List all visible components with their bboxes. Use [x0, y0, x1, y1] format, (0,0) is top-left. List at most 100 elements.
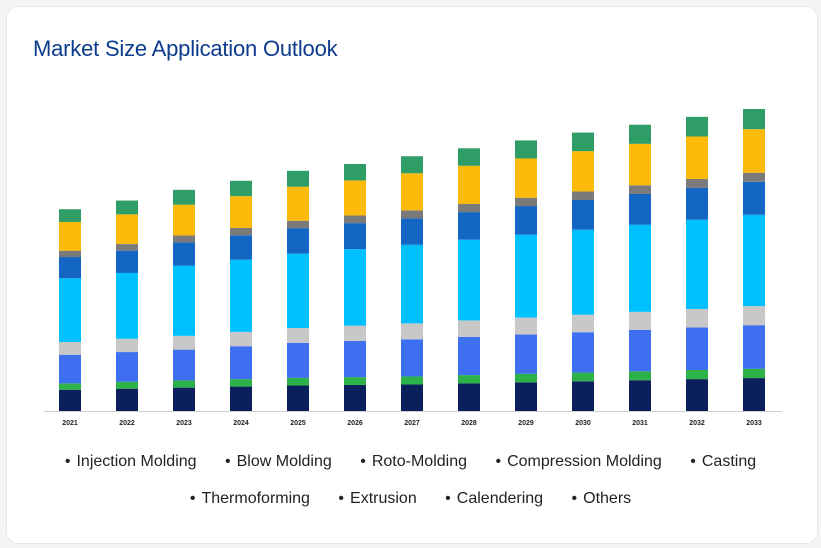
bar-segment-casting-2025 [287, 253, 309, 328]
bar-segment-extrusion-2026 [344, 215, 366, 224]
bar-segment-extrusion-2023 [173, 235, 195, 243]
bar-segment-thermoforming-2025 [287, 228, 309, 254]
x-tick-label: 2030 [575, 420, 591, 427]
legend-label: Blow Molding [236, 453, 332, 470]
legend-bullet: • [690, 453, 696, 470]
legend-bullet: • [338, 490, 345, 507]
bar-segment-injection-molding-2025 [287, 385, 309, 411]
bar-segment-others-2023 [173, 189, 195, 205]
bar-segment-blow-molding-2024 [230, 379, 252, 387]
bar-stack-2022 [116, 200, 138, 411]
bar-stack-2028 [458, 148, 480, 411]
bar-stack-2030 [572, 132, 594, 411]
bar-segment-roto-molding-2031 [629, 329, 651, 372]
legend-label: Compression Molding [507, 453, 662, 470]
bar-stack-2029 [515, 140, 537, 411]
bar-segment-injection-molding-2022 [116, 388, 138, 411]
bar-segment-thermoforming-2022 [116, 250, 138, 273]
bar-segment-casting-2023 [173, 265, 195, 336]
legend-label: Roto-Molding [371, 453, 467, 470]
bar-segment-injection-molding-2030 [572, 381, 594, 411]
bar-segment-calendering-2026 [344, 180, 366, 216]
bar-segment-calendering-2027 [401, 173, 423, 211]
x-tick-label: 2033 [746, 420, 762, 427]
bar-segment-thermoforming-2026 [344, 223, 366, 250]
bar-segment-thermoforming-2031 [629, 193, 651, 225]
legend-row-1: • Injection Molding • Blow Molding • Roto-M… [0, 453, 821, 471]
bar-segment-blow-molding-2031 [629, 371, 651, 381]
x-tick-label: 2027 [404, 420, 420, 427]
x-tick-label: 2028 [461, 420, 477, 427]
x-tick-label: 2021 [62, 420, 78, 427]
bar-segment-calendering-2029 [515, 158, 537, 198]
legend-item-compression-molding: • Compression Molding [495, 453, 661, 471]
bar-segment-compression-molding-2022 [116, 338, 138, 353]
bar-segment-blow-molding-2029 [515, 373, 537, 383]
bar-segment-calendering-2028 [458, 165, 480, 205]
bar-segment-injection-molding-2029 [515, 382, 537, 411]
bar-segment-others-2029 [515, 140, 537, 159]
x-tick-labels: 2021 2022 2023 2024 2025 2026 2027 2028 2029 2030… [62, 420, 762, 427]
legend-item-casting: • Casting [690, 453, 756, 471]
legend-item-thermoforming: • Thermoforming [190, 490, 310, 508]
bar-segment-calendering-2022 [116, 214, 138, 245]
bar-segment-extrusion-2029 [515, 197, 537, 207]
bar-segment-extrusion-2032 [686, 178, 708, 188]
bar-stack-2031 [629, 124, 651, 411]
bar-segment-others-2028 [458, 148, 480, 166]
bar-segment-extrusion-2028 [458, 204, 480, 213]
bar-segment-thermoforming-2029 [515, 206, 537, 235]
bar-segment-compression-molding-2024 [230, 331, 252, 347]
bar-segment-calendering-2021 [59, 221, 81, 251]
bar-segment-injection-molding-2023 [173, 387, 195, 411]
bar-segment-others-2027 [401, 156, 423, 174]
bar-segment-others-2021 [59, 209, 81, 222]
legend-bullet: • [360, 453, 366, 470]
bar-segment-compression-molding-2028 [458, 320, 480, 337]
bar-segment-casting-2028 [458, 239, 480, 321]
bar-segment-extrusion-2024 [230, 228, 252, 236]
bar-segment-compression-molding-2026 [344, 325, 366, 342]
bar-segment-extrusion-2021 [59, 250, 81, 258]
legend-item-roto-molding: • Roto-Molding [360, 453, 467, 471]
legend-item-calendering: • Calendering [445, 490, 543, 508]
bar-segment-casting-2031 [629, 224, 651, 312]
legend-bullet: • [189, 490, 196, 507]
bar-segment-extrusion-2033 [743, 172, 765, 182]
bar-segment-compression-molding-2021 [59, 341, 81, 355]
bar-segment-thermoforming-2033 [743, 181, 765, 215]
bar-stack-2032 [686, 116, 708, 411]
bar-segment-casting-2024 [230, 259, 252, 332]
bar-segment-roto-molding-2025 [287, 342, 309, 378]
bar-segment-blow-molding-2033 [743, 368, 765, 379]
bar-stack-2021 [59, 209, 81, 411]
bar-segment-roto-molding-2028 [458, 336, 480, 376]
bar-segment-roto-molding-2030 [572, 332, 594, 373]
x-tick-label: 2024 [233, 420, 249, 427]
bar-segment-compression-molding-2029 [515, 317, 537, 335]
bar-segment-thermoforming-2021 [59, 257, 81, 279]
bar-segment-calendering-2030 [572, 151, 594, 192]
bar-segment-casting-2033 [743, 214, 765, 307]
bar-segment-thermoforming-2027 [401, 218, 423, 245]
bar-segment-injection-molding-2028 [458, 383, 480, 411]
legend-label: Calendering [456, 490, 544, 507]
x-tick-label: 2022 [119, 420, 135, 427]
legend-bullet: • [64, 453, 71, 470]
bar-segment-casting-2021 [59, 278, 81, 342]
bar-segment-casting-2027 [401, 244, 423, 324]
bar-segment-roto-molding-2032 [686, 327, 708, 371]
legend-bullet: • [495, 453, 502, 470]
bar-segment-roto-molding-2021 [59, 354, 81, 384]
legend-item-blow-molding: • Blow Molding [225, 453, 332, 471]
bar-segment-blow-molding-2028 [458, 375, 480, 384]
legend-item-injection-molding: • Injection Molding [65, 453, 197, 471]
bar-stack-2027 [401, 156, 423, 411]
bar-segment-blow-molding-2030 [572, 372, 594, 382]
bar-segment-thermoforming-2024 [230, 235, 252, 260]
bar-segment-others-2030 [572, 132, 594, 152]
bar-segment-others-2025 [287, 170, 309, 187]
legend-item-others: • Others [572, 490, 632, 508]
bar-segment-compression-molding-2032 [686, 308, 708, 328]
